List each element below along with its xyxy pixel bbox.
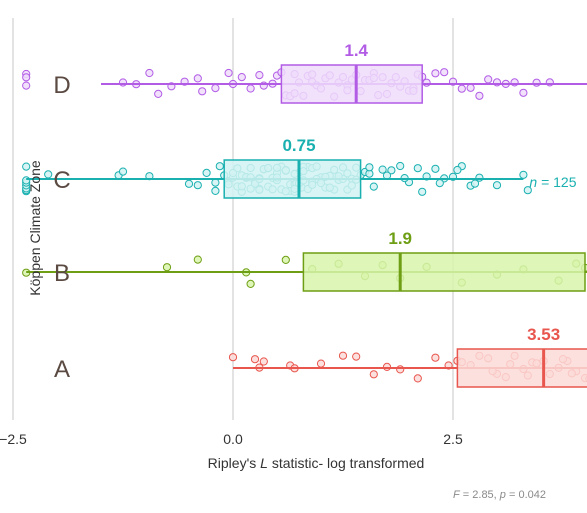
point-c-56 <box>396 161 405 171</box>
point-d-60 <box>475 91 484 100</box>
jitter-points <box>22 68 587 383</box>
point-a-10 <box>382 362 392 371</box>
point-c-14 <box>211 186 220 195</box>
point-c-122 <box>453 165 462 175</box>
x-tick-label-1: 0.0 <box>223 431 243 447</box>
box-a <box>456 348 587 388</box>
point-d-61 <box>484 75 493 84</box>
box-b <box>302 252 586 292</box>
point-d-56 <box>440 68 449 77</box>
point-c-15 <box>215 162 224 171</box>
category-label-c: C <box>53 167 70 194</box>
point-c-66 <box>492 181 502 190</box>
category-label-a: A <box>54 356 70 383</box>
x-tick-label-0: −2.5 <box>0 431 27 447</box>
point-c-54 <box>378 165 387 174</box>
point-b-2 <box>193 255 202 264</box>
point-a-7 <box>338 351 348 360</box>
point-d-55 <box>431 69 440 78</box>
point-d-15 <box>237 73 246 82</box>
stats-footnote: F = 2.85, p = 0.042 <box>453 489 546 501</box>
point-d-16 <box>246 84 255 93</box>
point-c-121 <box>435 179 444 188</box>
point-d-58 <box>457 84 466 93</box>
point-c-53 <box>369 182 378 191</box>
median-label-b: 1.9 <box>388 229 412 248</box>
point-c-11 <box>184 179 194 188</box>
point-c-9 <box>118 167 128 176</box>
median-label-c: 0.75 <box>282 136 315 155</box>
point-d-54 <box>422 78 431 87</box>
point-a-9 <box>369 370 378 379</box>
point-d-4 <box>118 78 128 87</box>
boxes <box>26 64 587 388</box>
point-a-3 <box>259 357 268 366</box>
point-a-0 <box>228 353 238 362</box>
point-c-67 <box>519 170 528 179</box>
point-c-13 <box>202 168 211 177</box>
point-a-1 <box>250 355 260 364</box>
point-a-11 <box>396 365 405 374</box>
category-label-d: D <box>53 72 70 99</box>
point-d-3 <box>22 73 31 82</box>
n-label-c: n = 125 <box>529 174 576 190</box>
median-label-d: 1.4 <box>344 41 368 60</box>
point-c-55 <box>387 166 396 175</box>
point-c-6 <box>22 162 31 171</box>
point-c-60 <box>431 164 440 173</box>
point-c-7 <box>44 170 53 179</box>
y-axis-label: Köppen Climate Zone <box>27 160 43 296</box>
median-label-a: 3.53 <box>527 325 560 344</box>
point-c-70 <box>211 178 220 187</box>
point-d-7 <box>154 89 163 99</box>
point-a-13 <box>431 353 440 362</box>
category-label-b: B <box>54 260 70 287</box>
point-d-1 <box>22 81 31 90</box>
point-d-66 <box>532 78 541 87</box>
point-d-65 <box>519 88 528 97</box>
x-axis-label: Ripley's L statistic- log transformed <box>208 455 425 471</box>
box-c <box>223 159 362 199</box>
point-d-10 <box>193 74 202 83</box>
point-d-11 <box>198 87 207 96</box>
point-c-117 <box>365 163 374 172</box>
x-tick-label-2: 2.5 <box>443 431 463 447</box>
point-a-6 <box>316 359 326 368</box>
point-c-123 <box>470 179 480 188</box>
box-d <box>280 64 423 104</box>
point-d-59 <box>466 83 475 92</box>
point-b-1 <box>162 263 172 272</box>
point-d-13 <box>224 68 233 78</box>
point-c-12 <box>193 181 202 190</box>
point-b-5 <box>281 255 290 264</box>
point-c-58 <box>413 164 422 173</box>
point-c-68 <box>523 186 532 195</box>
point-d-6 <box>145 68 154 78</box>
point-a-12 <box>413 374 422 383</box>
point-c-120 <box>418 187 427 196</box>
point-b-3 <box>246 279 255 288</box>
point-a-8 <box>352 352 361 361</box>
point-d-17 <box>255 71 264 80</box>
point-d-12 <box>211 84 220 93</box>
